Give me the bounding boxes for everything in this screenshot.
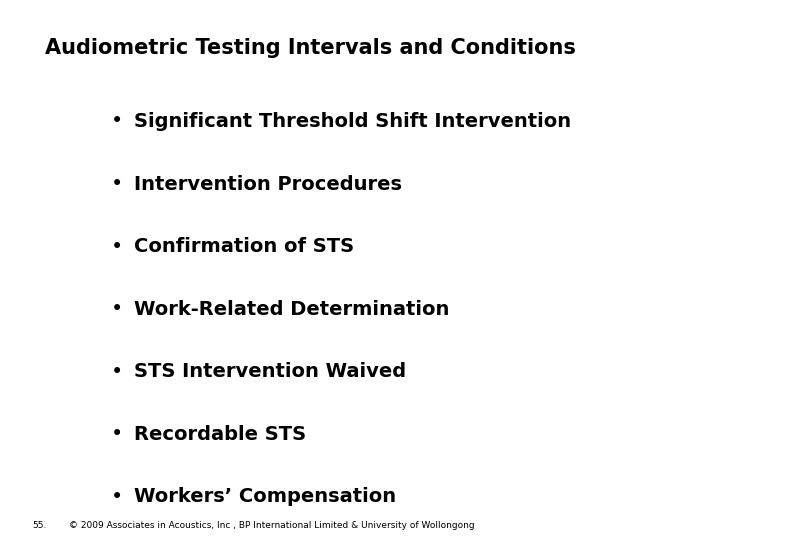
Text: •: • [111,237,124,256]
Text: Audiometric Testing Intervals and Conditions: Audiometric Testing Intervals and Condit… [45,38,575,58]
Text: Intervention Procedures: Intervention Procedures [134,174,402,193]
Text: •: • [111,111,124,132]
Text: Work-Related Determination: Work-Related Determination [134,300,449,319]
Text: 55.: 55. [32,521,47,530]
Text: •: • [111,487,124,507]
Text: STS Intervention Waived: STS Intervention Waived [134,362,406,381]
Text: Significant Threshold Shift Intervention: Significant Threshold Shift Intervention [134,112,571,131]
Text: Workers’ Compensation: Workers’ Compensation [134,487,396,507]
Text: Recordable STS: Recordable STS [134,425,305,444]
Text: •: • [111,362,124,382]
Text: •: • [111,174,124,194]
Text: Confirmation of STS: Confirmation of STS [134,237,354,256]
Text: © 2009 Associates in Acoustics, Inc , BP International Limited & University of W: © 2009 Associates in Acoustics, Inc , BP… [69,521,475,530]
Text: •: • [111,299,124,319]
Text: •: • [111,424,124,444]
